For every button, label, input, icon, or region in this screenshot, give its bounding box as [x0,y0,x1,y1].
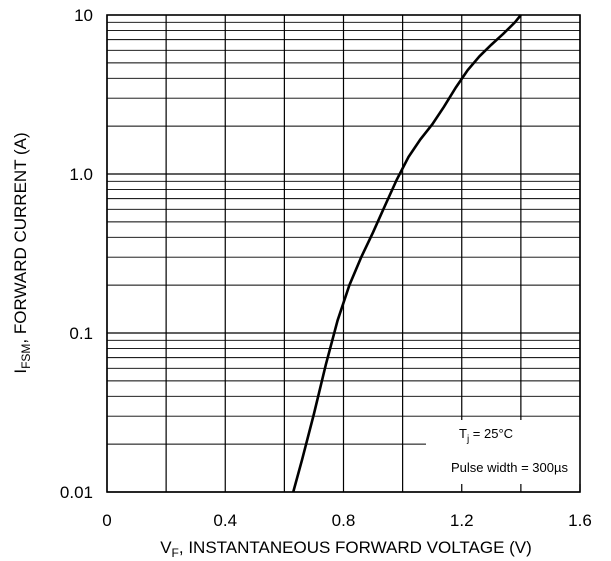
annotation-pulse-width: Pulse width = 300µs [451,460,568,475]
y-tick-label: 10 [74,6,93,25]
y-tick-labels: 0.01 0.1 1.0 10 [60,6,93,502]
y-tick-label: 0.1 [69,324,93,343]
y-tick-label: 0.01 [60,483,93,502]
annotation-junction-temp: Tj = 25°C [459,426,513,445]
x-tick-label: 0.8 [332,511,356,530]
x-tick-label: 1.2 [450,511,474,530]
plot-frame [106,14,581,493]
x-tick-labels: 0 0.4 0.8 1.2 1.6 [102,511,592,530]
annotation-box [426,420,584,484]
x-axis-title: VF, INSTANTANEOUS FORWARD VOLTAGE (V) [160,538,532,560]
series-line [291,14,522,493]
y-tick-label: 1.0 [69,165,93,184]
grid [106,15,581,493]
y-axis-title: IFSM, FORWARD CURRENT (A) [11,132,33,373]
x-tick-label: 1.6 [568,511,592,530]
x-tick-label: 0 [102,511,111,530]
x-tick-label: 0.4 [213,511,237,530]
